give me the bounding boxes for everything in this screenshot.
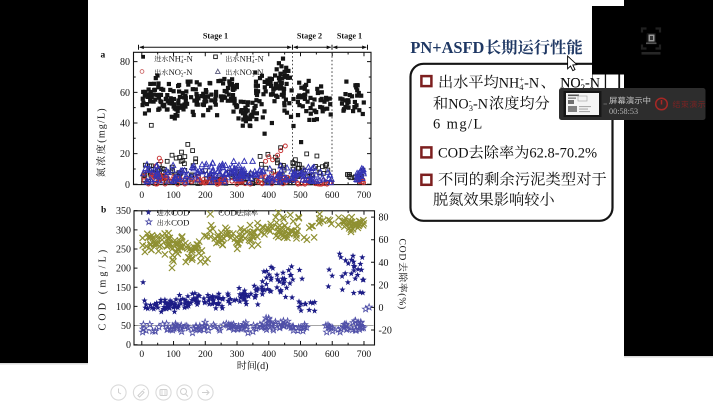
svg-text:300: 300 [116, 225, 131, 236]
svg-text:100: 100 [116, 302, 131, 313]
svg-text:-: - [469, 95, 472, 105]
svg-text:PN+ASFD: PN+ASFD [410, 38, 484, 57]
svg-text:80: 80 [379, 213, 389, 224]
svg-text:-N: -N [585, 75, 600, 91]
svg-text:2: 2 [581, 82, 585, 92]
svg-text:+: + [181, 54, 184, 60]
svg-text:2: 2 [181, 72, 184, 78]
svg-text:100: 100 [166, 190, 181, 201]
svg-text:-: - [252, 68, 254, 74]
svg-text:NO: NO [560, 75, 581, 91]
svg-text:COD (mg/L): COD (mg/L) [98, 247, 109, 331]
svg-text:4: 4 [252, 59, 255, 65]
svg-text:80: 80 [120, 57, 130, 68]
svg-text:(mg/L): (mg/L) [97, 107, 108, 143]
svg-text:400: 400 [262, 349, 277, 360]
svg-text:2: 2 [581, 82, 585, 92]
svg-text:COD: COD [171, 217, 189, 227]
svg-text:0: 0 [379, 303, 384, 314]
svg-text:6 mg/L: 6 mg/L [433, 116, 484, 132]
svg-text:COD: COD [397, 239, 408, 262]
svg-text:NO: NO [448, 97, 469, 113]
svg-text:0: 0 [139, 349, 144, 360]
svg-text:Stage 1: Stage 1 [203, 32, 228, 41]
svg-text:700: 700 [357, 349, 372, 360]
svg-text:-: - [181, 68, 183, 74]
svg-text:Stage 1: Stage 1 [337, 32, 362, 41]
svg-text:COD: COD [171, 208, 189, 218]
svg-text:250: 250 [116, 245, 131, 256]
svg-text:500: 500 [293, 349, 308, 360]
svg-text:200: 200 [198, 349, 213, 360]
svg-text:20: 20 [120, 149, 130, 160]
svg-text:0: 0 [126, 340, 131, 351]
svg-text:4: 4 [519, 82, 524, 92]
svg-text:200: 200 [198, 190, 213, 201]
svg-text:-N: -N [473, 97, 488, 113]
svg-text:40: 40 [120, 119, 130, 130]
svg-text:-: - [581, 74, 584, 84]
svg-text:4: 4 [181, 59, 184, 65]
svg-text:a: a [101, 51, 106, 61]
svg-text:(%): (%) [397, 293, 408, 310]
svg-text:400: 400 [262, 190, 277, 201]
svg-text:60: 60 [120, 88, 130, 99]
svg-text:3: 3 [469, 103, 473, 113]
svg-text:NO: NO [560, 75, 581, 91]
svg-text:0: 0 [139, 190, 144, 201]
svg-text:+: + [252, 54, 255, 60]
svg-text:500: 500 [293, 190, 308, 201]
svg-text:200: 200 [116, 264, 131, 275]
svg-text:b: b [101, 206, 106, 216]
svg-text:-N: -N [254, 67, 263, 77]
svg-text:62.8-70.2%: 62.8-70.2% [529, 146, 597, 162]
svg-text:40: 40 [379, 258, 389, 269]
svg-text:-N: -N [184, 53, 193, 63]
svg-text:350: 350 [116, 206, 131, 217]
svg-text:COD: COD [438, 146, 469, 162]
svg-text:Stage 2: Stage 2 [297, 32, 322, 41]
svg-text:COD: COD [218, 208, 236, 218]
svg-text:-N: -N [524, 75, 539, 91]
svg-text:-N: -N [255, 53, 264, 63]
svg-text:50: 50 [121, 321, 131, 332]
svg-text:00:58:53: 00:58:53 [609, 107, 638, 116]
svg-text:300: 300 [230, 349, 245, 360]
svg-text:700: 700 [357, 190, 372, 201]
svg-text:60: 60 [379, 235, 389, 246]
svg-text:600: 600 [325, 190, 340, 201]
svg-text:(d): (d) [257, 361, 269, 372]
svg-text:NH: NH [169, 53, 181, 63]
svg-text:-N: -N [183, 67, 192, 77]
svg-text:NH: NH [240, 53, 252, 63]
svg-text:+: + [519, 74, 524, 84]
svg-text:0: 0 [125, 180, 130, 191]
svg-text:-20: -20 [379, 326, 392, 337]
svg-text:NO: NO [240, 67, 252, 77]
svg-text:-: - [581, 74, 584, 84]
svg-text:20: 20 [379, 280, 389, 291]
svg-text:NO: NO [169, 67, 181, 77]
svg-text:150: 150 [116, 283, 131, 294]
svg-text:300: 300 [230, 190, 245, 201]
svg-text:NH: NH [499, 75, 520, 91]
svg-text:100: 100 [166, 349, 181, 360]
svg-text:3: 3 [252, 72, 255, 78]
svg-text:600: 600 [325, 349, 340, 360]
